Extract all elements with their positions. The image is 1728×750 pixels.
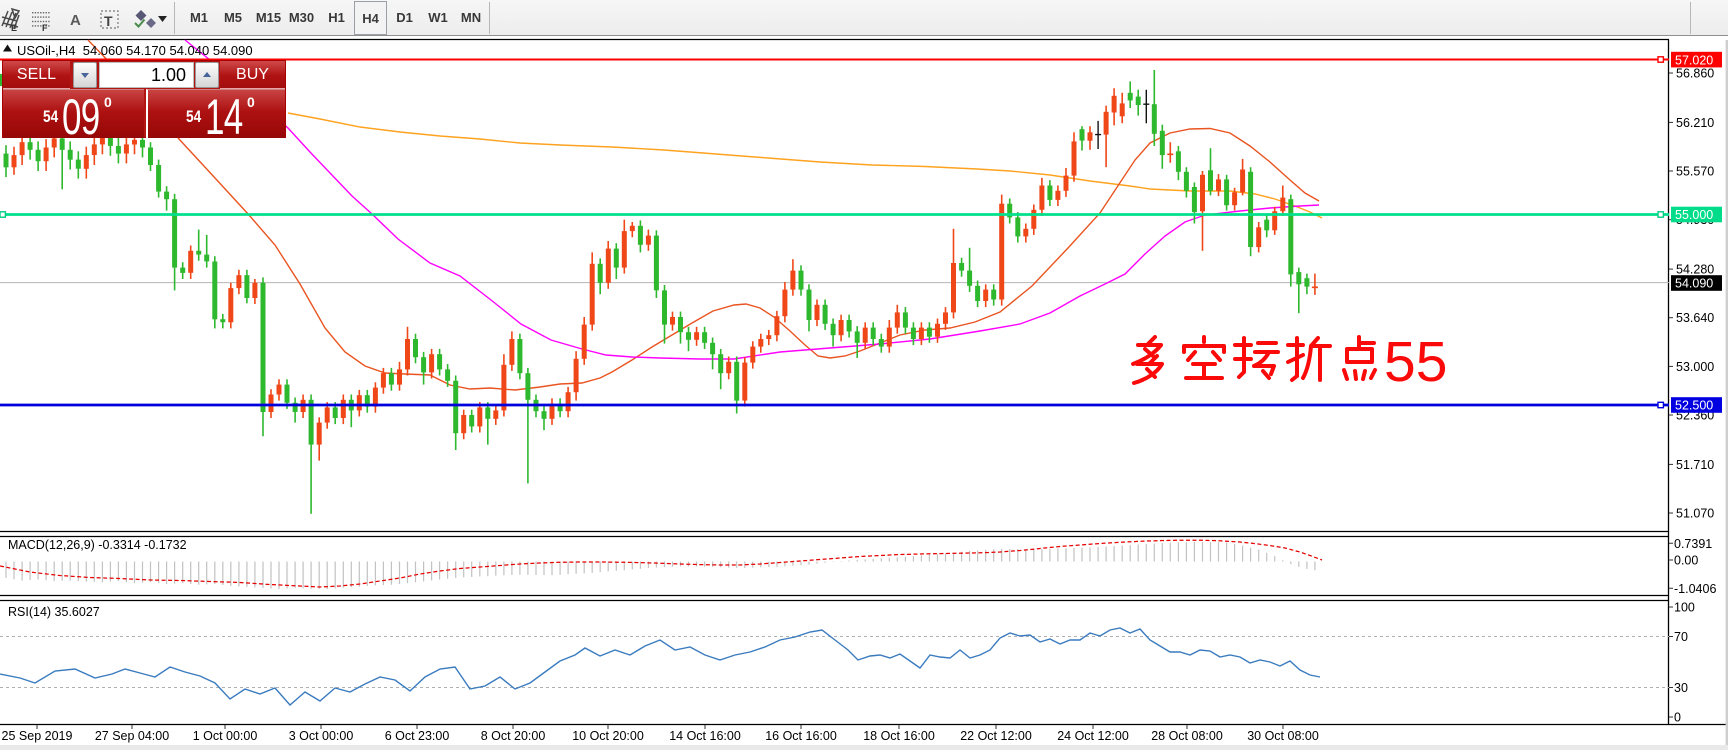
svg-text:24 Oct 12:00: 24 Oct 12:00	[1057, 729, 1129, 743]
svg-text:27 Sep 04:00: 27 Sep 04:00	[95, 729, 169, 743]
svg-text:-1.0406: -1.0406	[1674, 582, 1716, 596]
svg-text:3 Oct 00:00: 3 Oct 00:00	[289, 729, 354, 743]
svg-text:18 Oct 16:00: 18 Oct 16:00	[863, 729, 935, 743]
svg-text:0.7391: 0.7391	[1674, 537, 1712, 551]
svg-text:14 Oct 16:00: 14 Oct 16:00	[669, 729, 741, 743]
svg-text:70: 70	[1674, 630, 1688, 644]
svg-text:53.000: 53.000	[1676, 360, 1714, 374]
svg-text:22 Oct 12:00: 22 Oct 12:00	[960, 729, 1032, 743]
svg-text:55: 55	[1384, 330, 1447, 394]
svg-text:T: T	[104, 13, 113, 29]
svg-text:16 Oct 16:00: 16 Oct 16:00	[765, 729, 837, 743]
svg-text:56.210: 56.210	[1676, 116, 1714, 130]
svg-text:6 Oct 23:00: 6 Oct 23:00	[385, 729, 450, 743]
svg-text:28 Oct 08:00: 28 Oct 08:00	[1151, 729, 1223, 743]
svg-text:F: F	[42, 23, 48, 33]
svg-text:MACD(12,26,9) -0.3314 -0.1732: MACD(12,26,9) -0.3314 -0.1732	[8, 538, 187, 552]
svg-text:10 Oct 20:00: 10 Oct 20:00	[572, 729, 644, 743]
svg-text:57.020: 57.020	[1675, 53, 1713, 67]
svg-text:30 Oct 08:00: 30 Oct 08:00	[1247, 729, 1319, 743]
svg-text:51.710: 51.710	[1676, 458, 1714, 472]
svg-text:RSI(14) 35.6027: RSI(14) 35.6027	[8, 605, 100, 619]
svg-text:51.070: 51.070	[1676, 507, 1714, 521]
svg-text:30: 30	[1674, 681, 1688, 695]
svg-text:1 Oct 00:00: 1 Oct 00:00	[193, 729, 258, 743]
svg-text:0: 0	[1674, 711, 1681, 725]
svg-text:54.280: 54.280	[1676, 263, 1714, 277]
svg-text:A: A	[70, 12, 81, 29]
svg-text:52.500: 52.500	[1675, 399, 1713, 413]
svg-text:0.00: 0.00	[1674, 554, 1698, 568]
svg-text:USOil-,H4 54.060 54.170 54.04: USOil-,H4 54.060 54.170 54.040 54.090	[17, 43, 253, 58]
svg-text:56.860: 56.860	[1676, 67, 1714, 81]
svg-text:55.000: 55.000	[1675, 208, 1713, 222]
svg-text:54.090: 54.090	[1675, 277, 1713, 291]
svg-text:55.570: 55.570	[1676, 165, 1714, 179]
svg-text:8 Oct 20:00: 8 Oct 20:00	[481, 729, 546, 743]
svg-text:25 Sep 2019: 25 Sep 2019	[2, 729, 73, 743]
svg-text:53.640: 53.640	[1676, 311, 1714, 325]
svg-text:E: E	[11, 23, 17, 33]
svg-text:100: 100	[1674, 601, 1695, 615]
